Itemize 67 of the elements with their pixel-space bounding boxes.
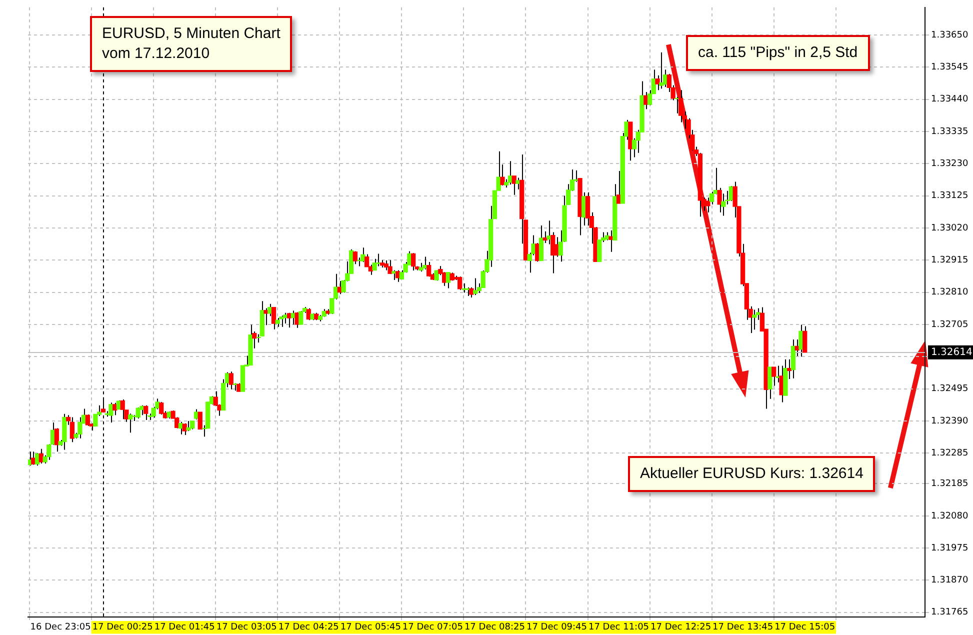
x-tick-label: 17 Dec 07:05 [402, 622, 463, 633]
candlestick [93, 414, 98, 426]
y-tick-label: 1.31765 [931, 608, 968, 618]
candlestick [516, 177, 520, 190]
candlestick [538, 225, 544, 262]
candlestick [659, 52, 664, 90]
y-tick-label: 1.32185 [931, 479, 968, 490]
candlestick [608, 230, 614, 252]
x-tick-label: 17 Dec 12:25 [650, 622, 712, 633]
candlestick [186, 420, 191, 432]
y-tick-label: 1.33650 [931, 30, 968, 40]
candlestick [360, 247, 366, 262]
candlestick [78, 416, 82, 439]
candlestick [500, 164, 505, 186]
x-tick-label: 17 Dec 01:45 [154, 622, 215, 633]
x-tick-label: 17 Dec 05:45 [340, 622, 401, 633]
y-tick-label: 1.32705 [931, 320, 968, 330]
candlestick [159, 401, 164, 416]
y-tick-label: 1.33125 [931, 191, 968, 202]
candlestick [771, 366, 776, 386]
candlestick [271, 306, 276, 330]
candlestick [352, 250, 358, 265]
x-tick-label: 17 Dec 11:05 [588, 622, 650, 633]
candlestick [426, 261, 432, 278]
y-tick-label: 1.31870 [931, 576, 968, 586]
annotation: Aktueller EURUSD Kurs: 1.32614 [628, 456, 876, 492]
y-tick-label: 1.33440 [931, 94, 968, 105]
annotation: EURUSD, 5 Minuten Chart vom 17.12.2010 [90, 16, 292, 72]
x-tick-label: 17 Dec 04:25 [278, 622, 339, 633]
x-tick-label: 17 Dec 08:25 [464, 622, 525, 633]
candlestick [144, 404, 148, 421]
candlestick [678, 90, 684, 123]
y-tick-label: 1.32285 [931, 448, 968, 458]
y-tick-label: 1.32495 [931, 384, 968, 394]
y-tick-label: 1.31975 [931, 543, 968, 554]
candlestick [228, 371, 234, 390]
candlestick [286, 312, 292, 328]
candlestick [585, 192, 590, 226]
x-tick-label: 17 Dec 00:25 [92, 622, 153, 633]
candlestick [473, 278, 478, 296]
y-tick-label: 1.33020 [931, 223, 968, 234]
candlestick [128, 413, 133, 434]
x-tick-label: 17 Dec 15:05 [774, 622, 836, 633]
y-tick-label: 1.32390 [931, 416, 968, 426]
candlestick [752, 309, 757, 330]
y-tick-label: 1.32080 [931, 511, 968, 522]
candlestick [264, 308, 268, 326]
x-tick-label: 16 Dec 23:05 [30, 622, 91, 633]
x-tick-label: 17 Dec 09:45 [526, 622, 588, 633]
candlestick [802, 326, 808, 354]
candlestick [85, 414, 90, 426]
candlestick [356, 257, 362, 267]
x-tick-label: 17 Dec 13:45 [712, 622, 774, 633]
y-tick-label: 1.33335 [931, 126, 968, 137]
candlestick [298, 310, 304, 325]
candlestick [108, 402, 114, 423]
y-tick-label: 1.32915 [931, 255, 968, 266]
y-tick-label: 1.33230 [931, 158, 968, 169]
annotation: ca. 115 "Pips" in 2,5 Std [686, 35, 870, 71]
candlestick [768, 366, 772, 400]
candlestick [198, 412, 202, 430]
x-tick-label: 17 Dec 03:05 [216, 622, 277, 633]
candlestick [410, 252, 416, 272]
candlestick [458, 276, 462, 290]
y-tick-label: 1.33545 [931, 62, 968, 72]
y-tick-label: 1.32810 [931, 288, 968, 298]
ref-line-label: 1.32614 [931, 346, 972, 358]
